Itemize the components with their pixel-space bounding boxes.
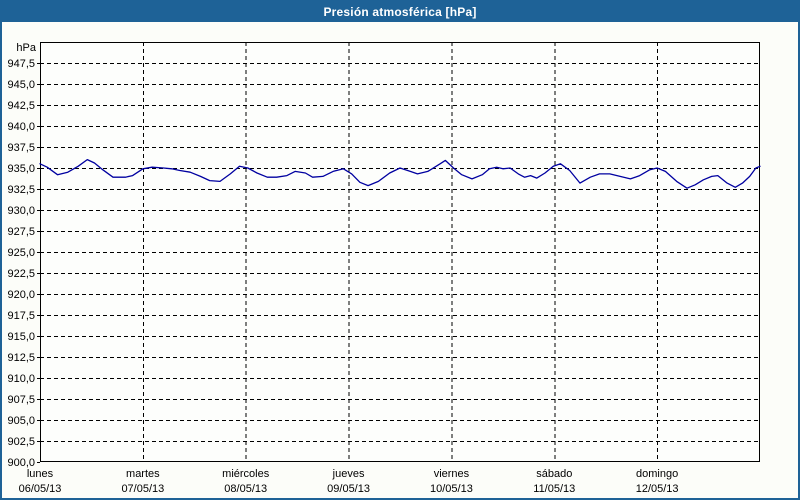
y-axis-tick-label: 942,5 [7,100,35,112]
x-axis-date-label: 08/05/13 [224,483,267,495]
chart-title: Presión atmosférica [hPa] [323,5,477,19]
y-axis-tick-label: 920,0 [7,289,35,301]
y-axis-tick-label: 930,0 [7,205,35,217]
y-axis-tick-label: 927,5 [7,226,35,238]
y-axis-tick-label: 917,5 [7,310,35,322]
x-axis-date-label: 12/05/13 [636,483,679,495]
y-axis-tick-label: 912,5 [7,352,35,364]
y-axis-tick-label: 925,0 [7,247,35,259]
x-axis-day-label: jueves [332,468,365,480]
x-axis-day-label: viernes [434,468,470,480]
y-axis-tick-label: 935,0 [7,163,35,175]
y-axis-tick-label: 922,5 [7,268,35,280]
y-axis-tick-label: 915,0 [7,331,35,343]
x-axis-day-label: martes [126,468,160,480]
y-axis-tick-label: 940,0 [7,121,35,133]
y-axis-tick-label: 905,0 [7,415,35,427]
x-axis-date-label: 07/05/13 [121,483,164,495]
y-axis-tick-label: 907,5 [7,394,35,406]
x-axis-day-label: lunes [27,468,54,480]
y-axis-tick-label: 902,5 [7,436,35,448]
y-axis-tick-label: 945,0 [7,79,35,91]
y-axis-tick-label: 932,5 [7,184,35,196]
x-axis-date-label: 06/05/13 [19,483,62,495]
x-axis-date-label: 10/05/13 [430,483,473,495]
y-axis-tick-label: 910,0 [7,373,35,385]
y-axis-unit-label: hPa [16,42,36,54]
plot-border [40,42,760,462]
x-axis-day-label: domingo [636,468,678,480]
x-axis-date-label: 09/05/13 [327,483,370,495]
x-axis-date-label: 11/05/13 [533,483,575,495]
y-axis-tick-label: 900,0 [7,457,35,469]
pressure-series-line [39,158,761,189]
chart-title-bar: Presión atmosférica [hPa] [2,2,798,22]
x-axis-day-label: sábado [536,468,572,480]
y-axis-tick-label: 937,5 [7,142,35,154]
y-axis-tick-label: 947,5 [7,58,35,70]
x-axis-day-label: miércoles [222,468,270,480]
